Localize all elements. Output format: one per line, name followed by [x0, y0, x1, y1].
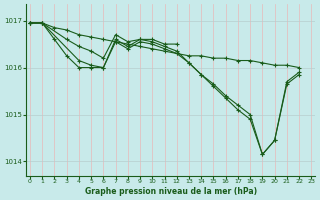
X-axis label: Graphe pression niveau de la mer (hPa): Graphe pression niveau de la mer (hPa): [84, 187, 257, 196]
